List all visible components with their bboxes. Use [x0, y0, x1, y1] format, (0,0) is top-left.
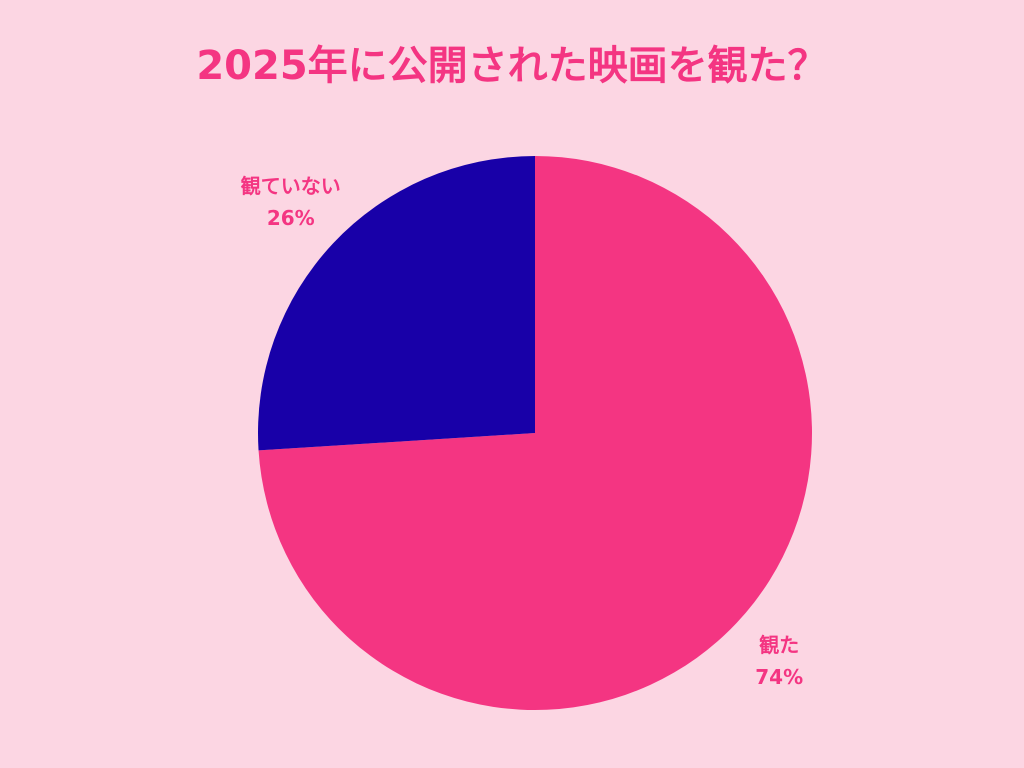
slice-value-label: 74% [755, 665, 803, 689]
pie-slice [258, 156, 812, 710]
slice-label: 観た [759, 633, 799, 657]
slice-value-label: 26% [267, 206, 315, 230]
slice-label: 観ていない [241, 174, 341, 198]
pie-slice [258, 156, 535, 451]
chart-title: 2025年に公開された映画を観た？ [196, 43, 827, 89]
